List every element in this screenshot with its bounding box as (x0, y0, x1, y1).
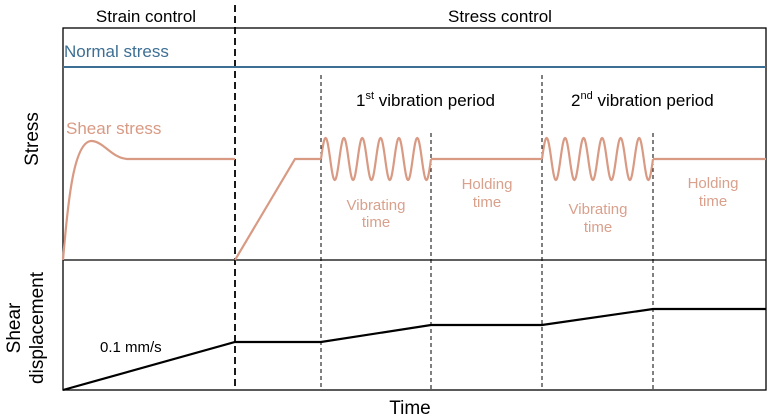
diagram-frame (62, 27, 767, 391)
shear-stress-vibration-1 (319, 136, 433, 182)
shear-displacement-curve (62, 307, 766, 392)
holding-time-label-1-line2: time (473, 194, 501, 211)
stress-axis-label: Stress (22, 112, 43, 166)
vibrating-time-label-2-line2: time (584, 219, 612, 236)
rate-annotation: 0.1 mm/s (100, 339, 162, 356)
normal-stress-label: Normal stress (64, 42, 169, 61)
holding-time-label-2-line1: Holding (688, 175, 739, 192)
second-vibration-period-label: 2nd vibration period (571, 90, 714, 110)
holding-time-label-2-line2: time (699, 193, 727, 210)
shear-stress-strain-segment (61, 139, 235, 261)
x-axis-label: Time (389, 398, 431, 419)
shear-stress-ramp (234, 157, 321, 261)
first-vibration-period-label: 1st vibration period (356, 90, 495, 110)
stress-control-label: Stress control (448, 7, 552, 26)
shear-stress-label: Shear stress (66, 119, 161, 138)
strain-control-label: Strain control (96, 7, 196, 26)
shear-axis-label-line1: Shear (4, 302, 25, 353)
displacement-axis-label-line2: displacement (27, 271, 48, 384)
holding-time-label-1-line1: Holding (462, 176, 513, 193)
vibrating-time-label-1-line2: time (362, 214, 390, 231)
shear-stress-vibration-2 (540, 136, 655, 182)
vibrating-time-label-2-line1: Vibrating (569, 201, 628, 218)
vibrating-time-label-1-line1: Vibrating (347, 197, 406, 214)
